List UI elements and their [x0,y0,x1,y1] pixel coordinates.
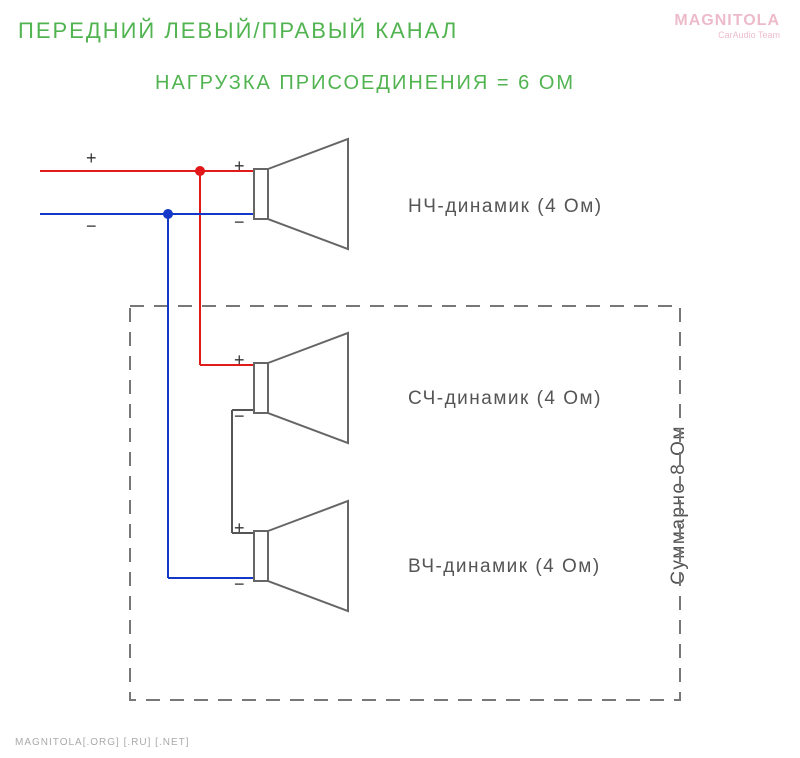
wiring-diagram [0,0,800,758]
